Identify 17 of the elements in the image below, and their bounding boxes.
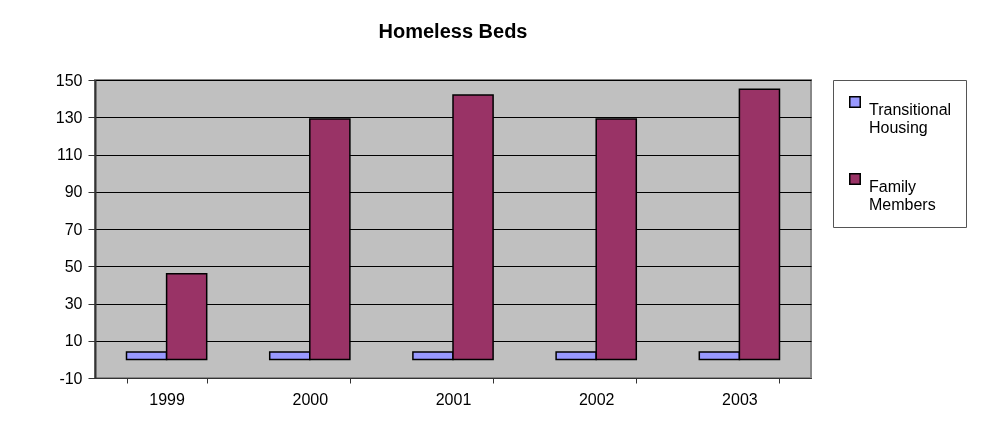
legend-label: Family Members [869,178,936,213]
y-tick-label: 30 [64,295,83,312]
chart-title: Homeless Beds [378,20,528,42]
y-tick-label: 150 [55,71,83,89]
x-tick-label: 1999 [149,390,185,408]
y-tick-label: 130 [55,108,83,126]
y-tick-label: 110 [56,146,83,163]
legend-label: Transitional Housing [869,101,952,136]
y-tick-label: 10 [64,332,83,350]
x-tick-label: 2002 [578,390,615,408]
x-tick-label: 2001 [435,390,472,408]
y-tick-label: 70 [64,220,83,238]
x-tick-label: 2003 [722,390,758,408]
y-tick-label: -10 [59,369,83,387]
y-tick-label: 50 [64,257,83,275]
x-tick-label: 2000 [292,390,329,408]
y-tick-label: 90 [64,183,83,201]
